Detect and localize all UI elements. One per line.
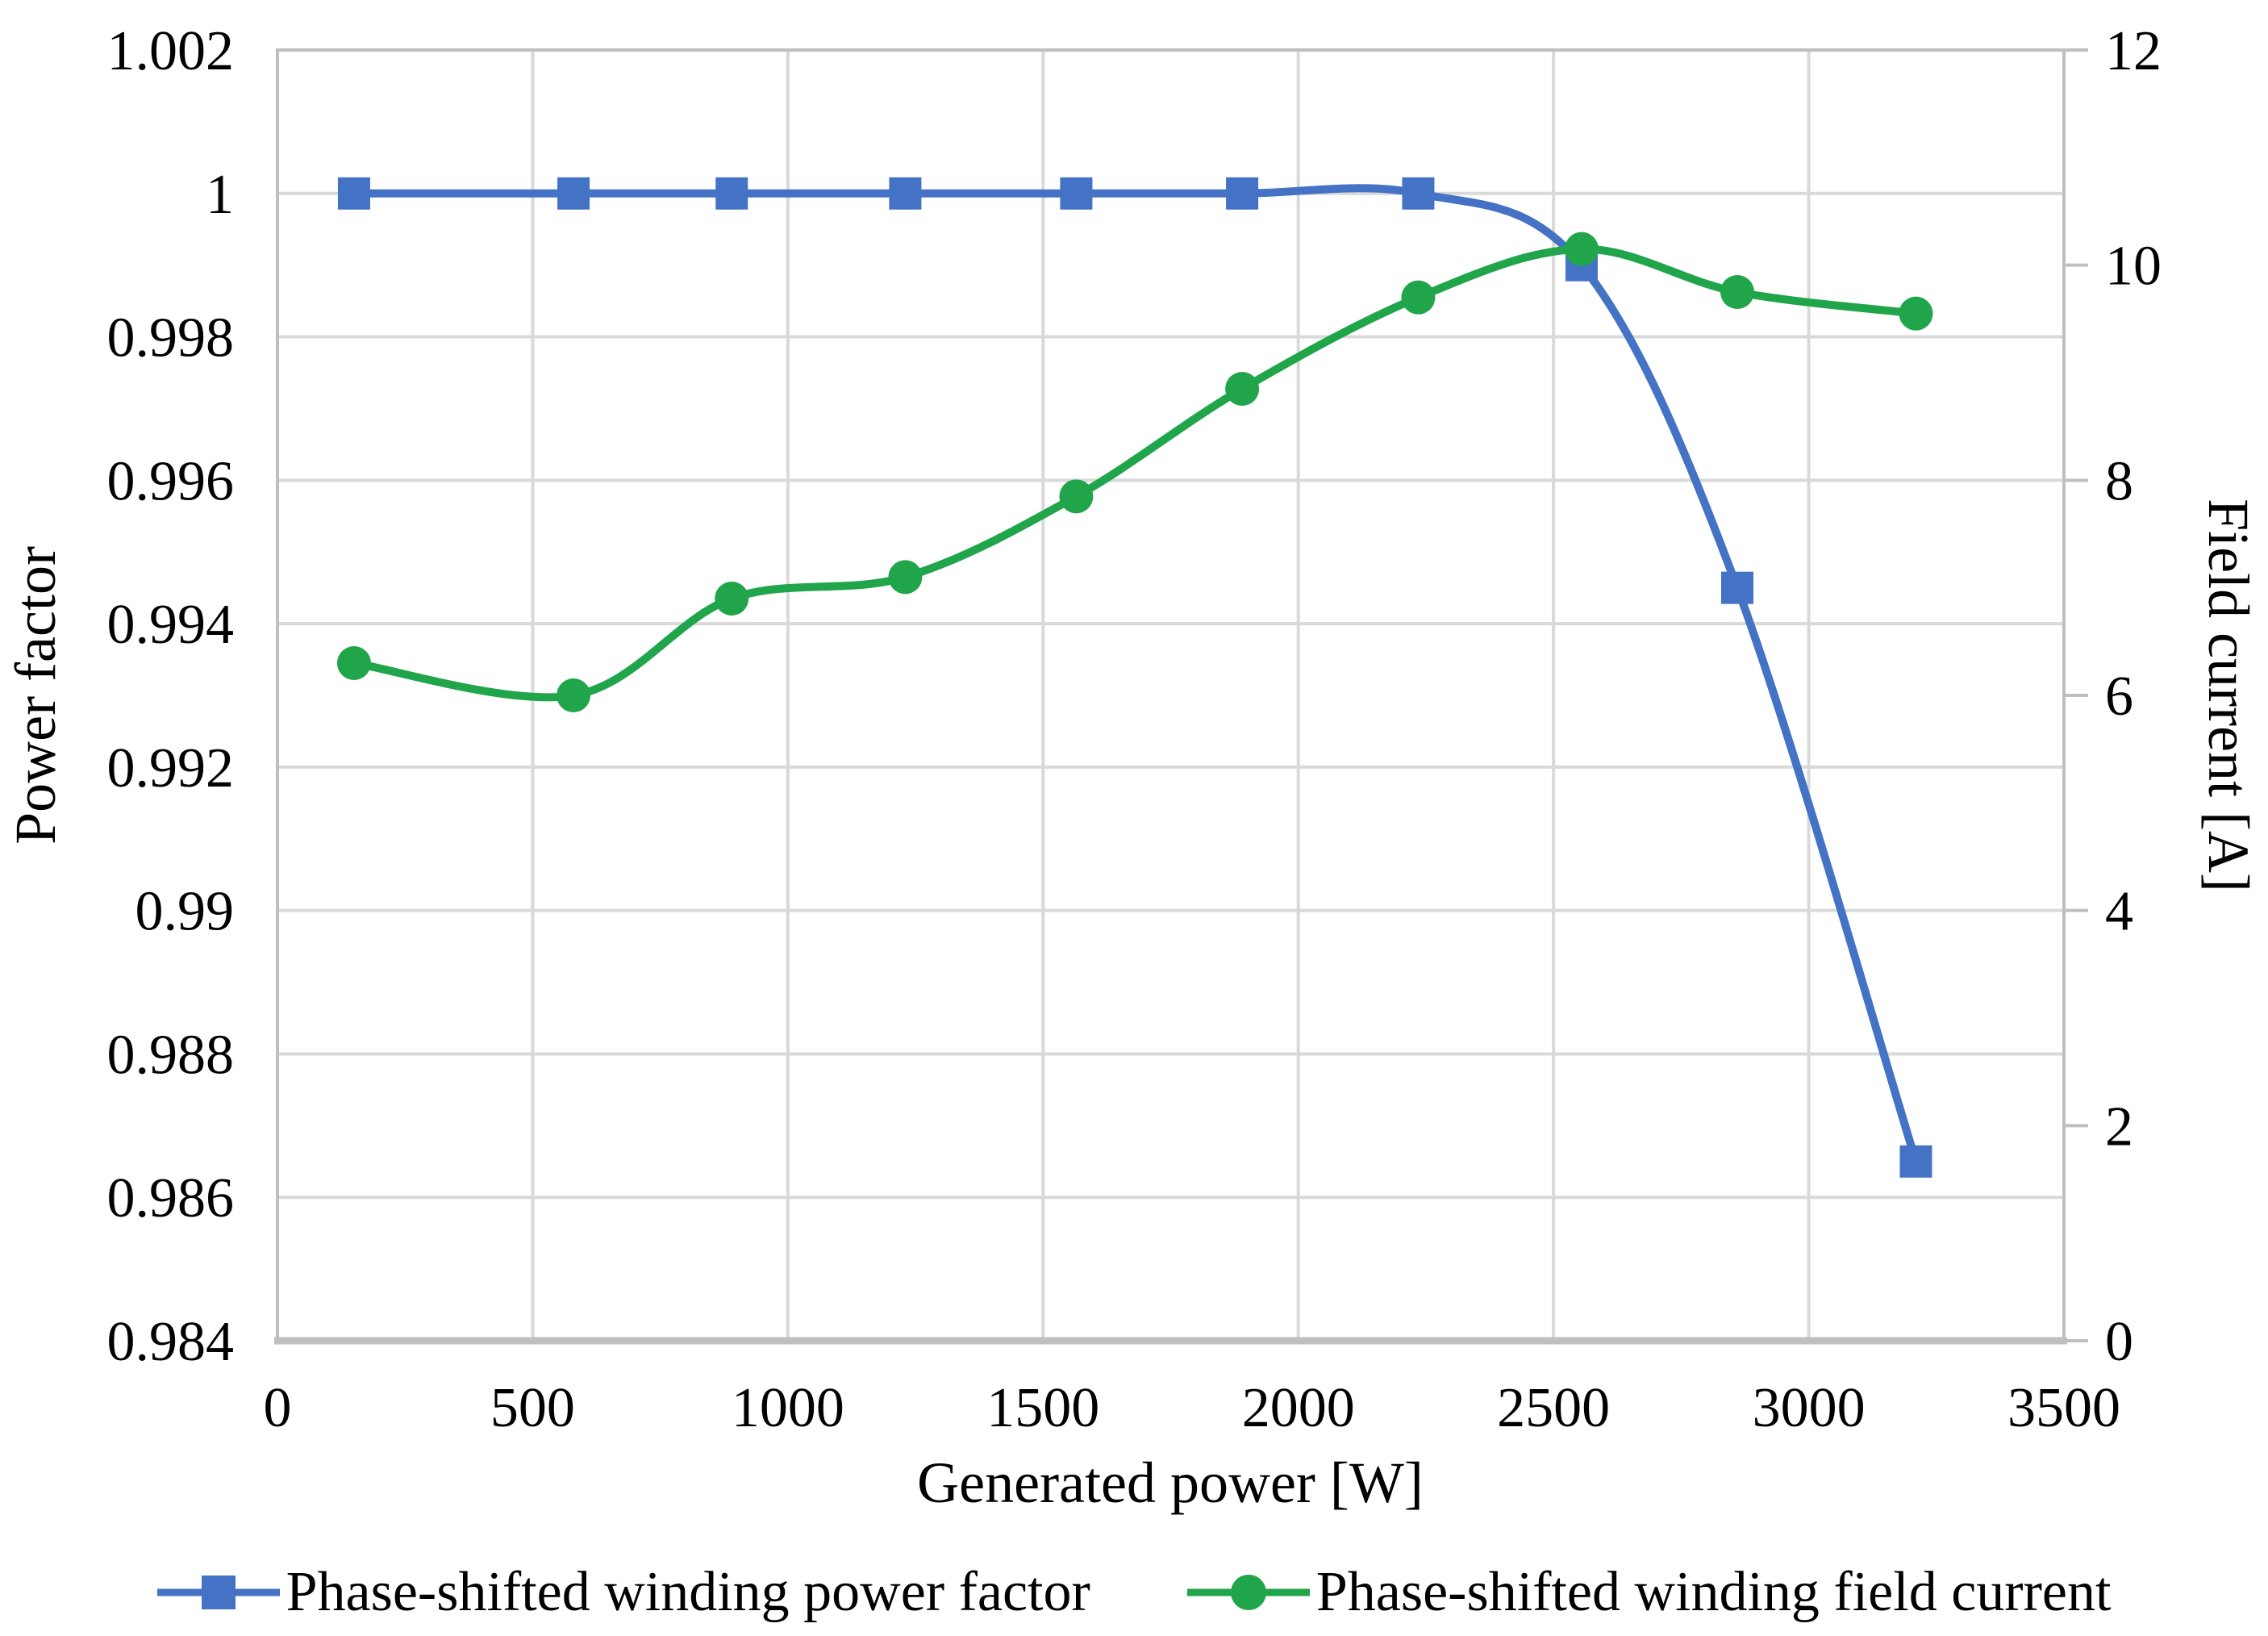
y-tick-label-left: 0.998 [107, 307, 235, 369]
data-point-phase-shifted-winding-field-current [1059, 479, 1094, 514]
data-point-phase-shifted-winding-power-factor [889, 177, 922, 210]
series-line-phase-shifted-winding-power-factor [349, 184, 1920, 1166]
axes [274, 48, 2088, 1345]
gridlines [277, 50, 2064, 1341]
data-point-phase-shifted-winding-power-factor [557, 177, 590, 210]
x-tick-label: 3500 [2007, 1377, 2120, 1439]
data-point-phase-shifted-winding-field-current [336, 646, 371, 680]
legend-swatch-power-factor [156, 1573, 280, 1612]
y-tick-label-right: 6 [2105, 666, 2133, 728]
data-point-phase-shifted-winding-power-factor [1226, 177, 1259, 210]
x-axis-title: Generated power [W] [917, 1450, 1424, 1515]
data-point-phase-shifted-winding-field-current [1720, 275, 1754, 309]
x-tick-label: 500 [490, 1377, 575, 1439]
legend: Phase-shifted winding power factor Phase… [0, 1555, 2268, 1630]
data-point-phase-shifted-winding-power-factor [1720, 571, 1753, 604]
x-tick-label: 1000 [732, 1377, 844, 1439]
y-tick-label-left: 0.994 [107, 594, 235, 656]
data-point-phase-shifted-winding-field-current [1225, 372, 1260, 406]
data-point-phase-shifted-winding-power-factor [337, 177, 370, 210]
x-tick-label: 1500 [986, 1377, 1099, 1439]
series [336, 177, 1933, 1178]
y-tick-label-right: 10 [2105, 236, 2162, 298]
series-line-phase-shifted-winding-field-current [349, 244, 1920, 702]
y-tick-label-right: 4 [2105, 881, 2133, 943]
data-point-phase-shifted-winding-power-factor [1060, 177, 1093, 210]
y-tick-label-left: 0.996 [107, 450, 235, 512]
data-point-phase-shifted-winding-power-factor [1899, 1145, 1932, 1178]
square-marker-icon [201, 1575, 236, 1609]
data-point-phase-shifted-winding-field-current [1401, 280, 1436, 315]
x-tick-label: 3000 [1753, 1377, 1866, 1439]
y-tick-label-left: 1 [206, 164, 234, 226]
right-axis-title: Field current [A] [2196, 499, 2261, 892]
data-point-phase-shifted-winding-field-current [1564, 232, 1599, 266]
tick-labels: 1.002 1 0.998 0.996 0.994 0.992 0.99 0.988 0.986… [107, 20, 2162, 1439]
y-tick-label-right: 8 [2105, 450, 2133, 512]
data-point-phase-shifted-winding-field-current [715, 582, 749, 616]
left-axis-title: Power factor [3, 546, 68, 845]
x-tick-label: 2500 [1497, 1377, 1610, 1439]
legend-label-power-factor: Phase-shifted winding power factor [286, 1561, 1090, 1623]
data-point-phase-shifted-winding-field-current [1899, 296, 1933, 331]
legend-swatch-field-current [1186, 1573, 1310, 1612]
data-point-phase-shifted-winding-power-factor [1402, 177, 1435, 210]
y-tick-label-left: 0.984 [107, 1311, 235, 1373]
y-tick-label-right: 2 [2105, 1096, 2133, 1158]
y-tick-label-left: 0.988 [107, 1024, 235, 1086]
y-tick-label-right: 12 [2105, 20, 2162, 82]
legend-item-power-factor: Phase-shifted winding power factor [156, 1561, 1090, 1623]
y-tick-label-left: 0.99 [135, 881, 235, 943]
data-point-phase-shifted-winding-field-current [888, 560, 923, 595]
x-tick-label: 0 [264, 1377, 292, 1439]
y-tick-label-right: 0 [2105, 1311, 2133, 1373]
data-point-phase-shifted-winding-field-current [557, 678, 591, 712]
x-tick-label: 2000 [1242, 1377, 1355, 1439]
legend-item-field-current: Phase-shifted winding field current [1186, 1561, 2112, 1623]
y-tick-label-left: 0.992 [107, 737, 235, 799]
y-tick-label-left: 1.002 [107, 20, 235, 82]
circle-marker-icon [1230, 1575, 1266, 1610]
legend-label-field-current: Phase-shifted winding field current [1315, 1561, 2112, 1623]
y-tick-label-left: 0.986 [107, 1167, 235, 1229]
data-point-phase-shifted-winding-power-factor [715, 177, 748, 210]
